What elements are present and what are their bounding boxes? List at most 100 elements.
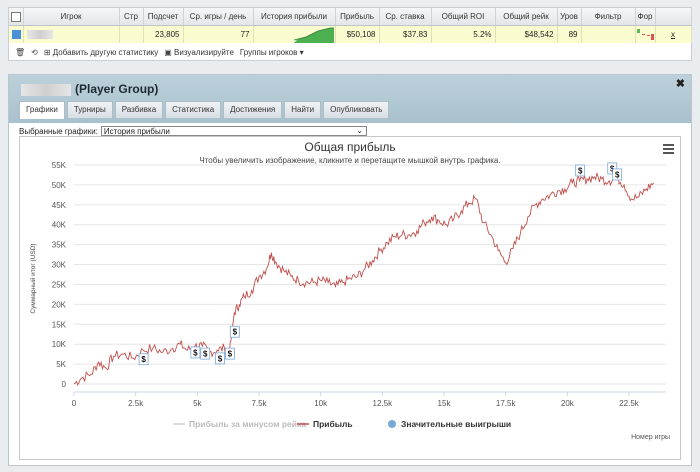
player-color-swatch[interactable] xyxy=(9,25,24,43)
tab-achievements[interactable]: Достижения xyxy=(223,101,283,118)
big-win-marker-label: $ xyxy=(141,355,146,364)
big-win-marker xyxy=(138,353,149,366)
remove-row-link[interactable]: x xyxy=(655,25,692,43)
chart-container[interactable]: Общая прибыль Чтобы увеличить изображени… xyxy=(19,136,681,460)
pages-cell xyxy=(119,25,144,43)
stats-data-row[interactable]: 23,805 77 $50,108 $37.83 5.2% $48,542 89 xyxy=(9,25,692,43)
y-tick-label: 20K xyxy=(52,300,67,309)
image-icon: ▣ xyxy=(164,48,172,57)
refresh-icon[interactable]: ⟲ xyxy=(31,48,38,57)
big-win-marker xyxy=(215,352,225,365)
chart-subtitle: Чтобы увеличить изображение, кликните и … xyxy=(199,156,501,165)
visualize-button[interactable]: ▣ Визуализируйте xyxy=(164,48,234,57)
big-win-marker-label: $ xyxy=(228,350,233,359)
y-axis-title: Суммарный итог (USD) xyxy=(29,243,37,313)
panel-tabs: Графики Турниры Разбивка Статистика Дост… xyxy=(19,101,390,119)
col-header-form[interactable]: Фор xyxy=(635,8,656,26)
avg-stake-cell: $37.83 xyxy=(379,25,432,43)
big-win-marker xyxy=(607,162,618,175)
add-stat-icon: ⊞ xyxy=(43,48,51,57)
x-tick-label: 17.5k xyxy=(496,399,517,408)
form-sparkline xyxy=(635,25,656,43)
chart-title: Общая прибыль xyxy=(304,140,396,154)
tab-breakdown[interactable]: Разбивка xyxy=(114,101,164,118)
profit-history-sparkline xyxy=(253,25,336,43)
y-tick-label: 55K xyxy=(52,161,67,170)
player-group-panel: (Player Group) ✖ Графики Турниры Разбивк… xyxy=(8,74,692,466)
player-name-blurred xyxy=(21,83,71,96)
level-cell: 89 xyxy=(557,25,582,43)
trash-icon[interactable]: 🗑 xyxy=(15,48,26,57)
big-win-marker xyxy=(200,347,211,360)
stats-table-panel: Игрок Стр Подсчет Ср. игры / день Истори… xyxy=(8,7,692,61)
legend-symbol xyxy=(388,420,396,428)
x-tick-label: 0 xyxy=(72,399,77,408)
stats-table: Игрок Стр Подсчет Ср. игры / день Истори… xyxy=(9,8,692,43)
col-header-profit-history[interactable]: История прибыли xyxy=(253,8,336,26)
chart-menu-icon[interactable] xyxy=(663,144,674,156)
tab-graphs[interactable]: Графики xyxy=(19,101,65,119)
filter-cell[interactable] xyxy=(581,25,636,43)
roi-cell: 5.2% xyxy=(431,25,496,43)
profit-cell: $50,108 xyxy=(335,25,380,43)
y-tick-label: 0 xyxy=(62,380,67,389)
graph-select[interactable]: История прибыли ⌄ xyxy=(100,126,367,136)
big-win-marker xyxy=(224,347,235,360)
tab-statistics[interactable]: Статистика xyxy=(165,101,222,118)
add-stat-button[interactable]: ⊞ Добавить другую статистику xyxy=(43,48,159,57)
x-tick-label: 5k xyxy=(193,399,202,408)
y-tick-label: 25K xyxy=(52,280,67,289)
profit-chart[interactable]: 0 5K 10K 15K 20K 25K 30K 35K 40K 45K 50K 55K 0 2.5k 5k… xyxy=(20,137,680,459)
tab-publish[interactable]: Опубликовать xyxy=(323,101,390,118)
player-groups-dropdown[interactable]: Группы игроков ▾ xyxy=(239,48,304,57)
y-tick-label: 15K xyxy=(52,320,67,329)
graph-selector-label: Выбранные графики: xyxy=(19,126,98,136)
col-header-level[interactable]: Уров xyxy=(557,8,582,26)
y-tick-label: 10K xyxy=(52,340,67,349)
stats-header-row: Игрок Стр Подсчет Ср. игры / день Истори… xyxy=(9,8,692,26)
close-icon[interactable]: ✖ xyxy=(675,78,685,90)
col-header-count[interactable]: Подсчет xyxy=(143,8,184,26)
rake-cell: $48,542 xyxy=(495,25,558,43)
col-header-games-per-day[interactable]: Ср. игры / день xyxy=(183,8,254,26)
y-tick-label: 45K xyxy=(52,201,67,210)
col-header-rake[interactable]: Общий рейк xyxy=(495,8,558,26)
col-header-filter[interactable]: Фильтр xyxy=(581,8,636,26)
x-tick-label: 2.5k xyxy=(128,399,144,408)
games-per-day-cell: 77 xyxy=(183,25,254,43)
x-tick-label: 7.5k xyxy=(251,399,267,408)
chevron-down-icon: ⌄ xyxy=(356,126,363,135)
tab-find[interactable]: Найти xyxy=(284,101,322,118)
big-win-marker xyxy=(190,346,201,359)
x-tick-label: 22.5k xyxy=(619,399,640,408)
count-cell: 23,805 xyxy=(143,25,184,43)
stats-toolbar: 🗑 ⟲ ⊞ Добавить другую статистику ▣ Визуа… xyxy=(9,44,304,61)
graph-selector: Выбранные графики: История прибыли ⌄ xyxy=(19,126,367,136)
panel-title: (Player Group) xyxy=(21,82,158,96)
col-header-profit[interactable]: Прибыль xyxy=(335,8,380,26)
big-win-marker xyxy=(612,168,623,181)
legend-label: Прибыль xyxy=(313,419,353,429)
y-tick-label: 30K xyxy=(52,261,67,270)
big-win-marker-label: $ xyxy=(615,170,620,179)
big-win-marker-label: $ xyxy=(578,166,583,175)
col-header-player[interactable]: Игрок xyxy=(23,8,120,26)
tab-tournaments[interactable]: Турниры xyxy=(66,101,113,118)
col-header-roi[interactable]: Общий ROI xyxy=(431,8,496,26)
col-header-avg-stake[interactable]: Ср. ставка xyxy=(379,8,432,26)
x-tick-label: 12.5k xyxy=(373,399,394,408)
y-tick-label: 35K xyxy=(52,241,67,250)
big-win-marker xyxy=(229,325,240,338)
big-win-marker-label: $ xyxy=(193,348,198,357)
x-axis-title: Номер игры xyxy=(631,434,670,441)
big-win-marker xyxy=(575,164,586,177)
player-name-blurred[interactable] xyxy=(23,25,120,43)
col-header-pages[interactable]: Стр xyxy=(119,8,144,26)
select-all-checkbox[interactable] xyxy=(9,8,24,26)
legend-label: Прибыль за минусом рейка xyxy=(189,419,306,429)
y-tick-label: 5K xyxy=(56,360,66,369)
y-tick-label: 50K xyxy=(52,181,67,190)
legend-label: Значительные выигрыши xyxy=(401,419,511,429)
col-header-blank xyxy=(655,8,692,26)
x-tick-label: 15k xyxy=(438,399,452,408)
